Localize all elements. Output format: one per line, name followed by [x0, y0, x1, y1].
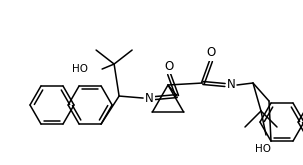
Text: HO: HO — [255, 144, 271, 154]
Text: N: N — [145, 92, 154, 105]
Text: O: O — [206, 47, 216, 60]
Text: N: N — [227, 79, 235, 92]
Text: HO: HO — [72, 64, 88, 74]
Text: O: O — [165, 60, 174, 73]
